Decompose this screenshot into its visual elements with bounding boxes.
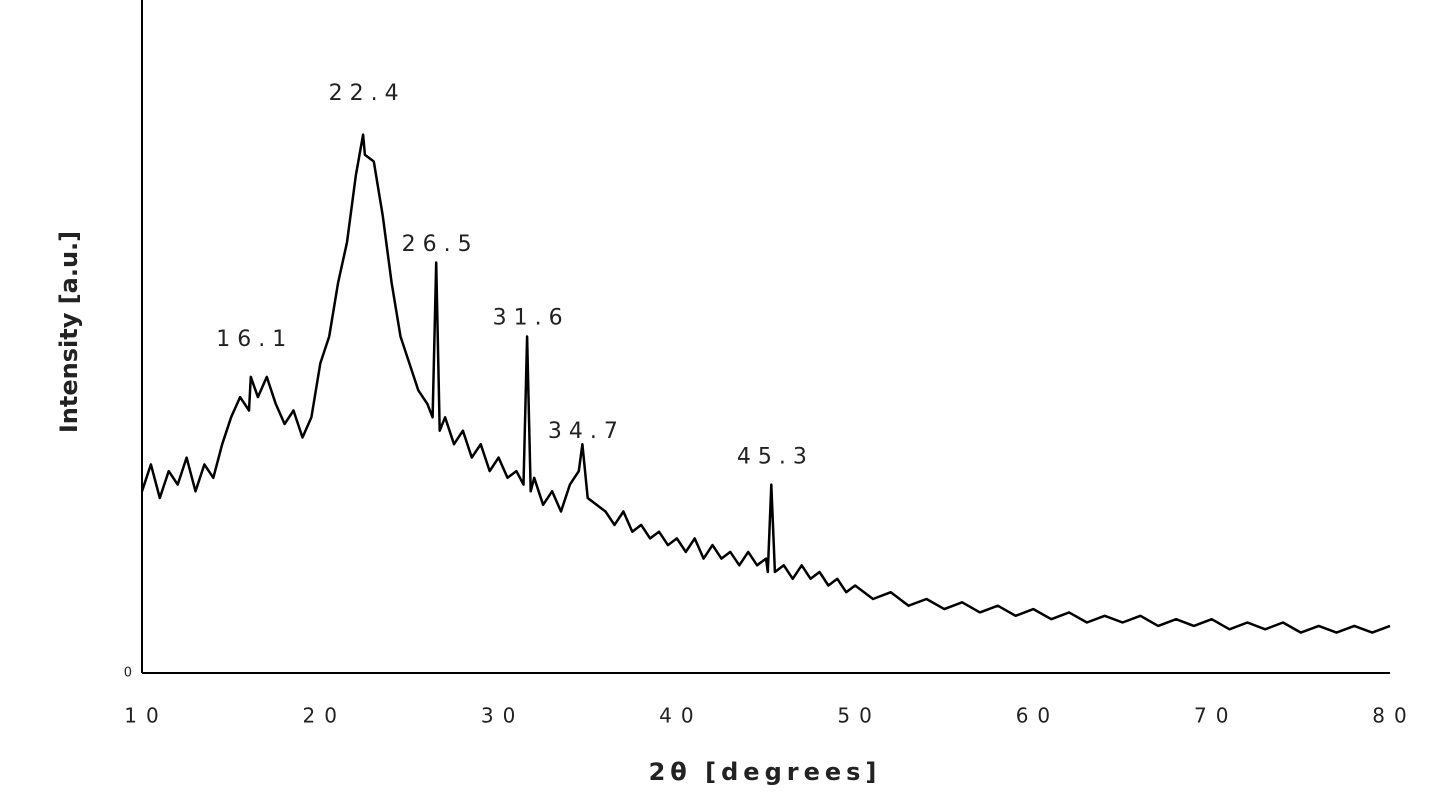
peak-label: 45.3: [737, 445, 814, 470]
x-tick-label: 60: [1016, 704, 1059, 728]
x-tick-label: 70: [1194, 704, 1237, 728]
peak-label: 22.4: [329, 81, 406, 106]
x-tick-label: 20: [303, 704, 346, 728]
peak-label: 26.5: [402, 232, 479, 257]
x-axis-title: 2θ [degrees]: [649, 758, 882, 786]
y-axis-title: Intensity [a.u.]: [55, 231, 83, 433]
x-tick-label: 30: [481, 704, 524, 728]
data-line: [140, 133, 1391, 634]
y-tick-label: 0: [124, 666, 132, 681]
x-tick-label: 80: [1372, 704, 1415, 728]
peak-label: 16.1: [216, 327, 293, 352]
x-tick-label: 40: [659, 704, 702, 728]
x-tick-label: 50: [837, 704, 880, 728]
x-tick-label: 10: [124, 704, 167, 728]
peak-label: 34.7: [548, 419, 625, 444]
peak-label: 31.6: [493, 305, 570, 330]
